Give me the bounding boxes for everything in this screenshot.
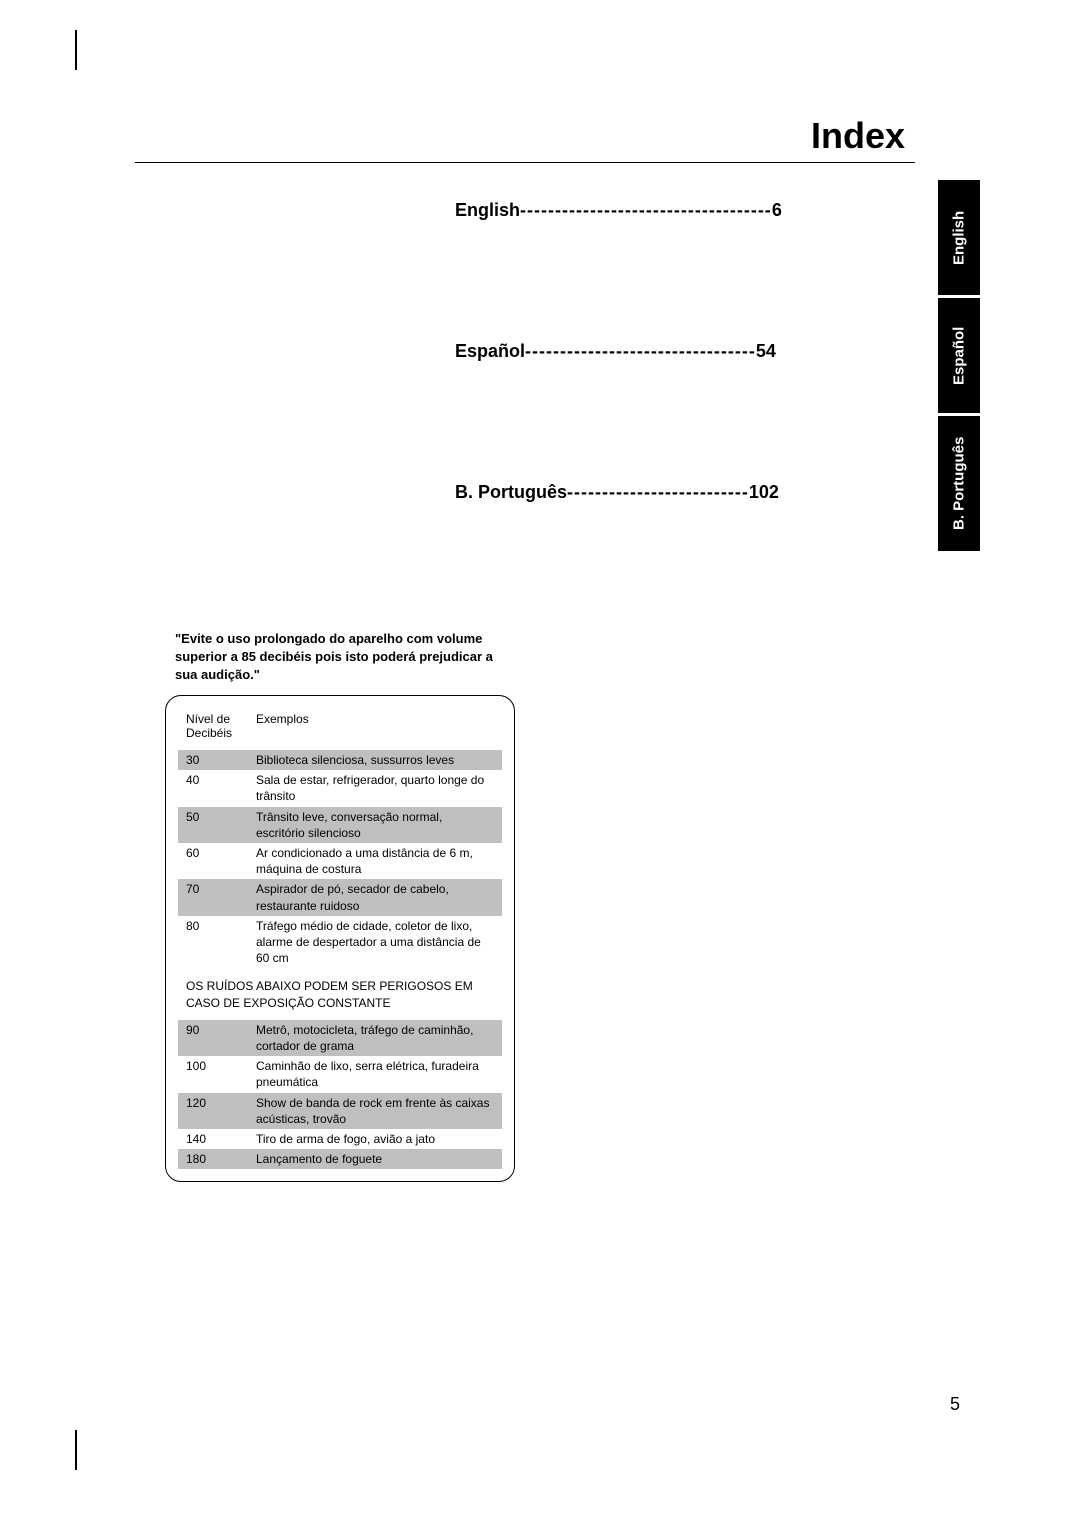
cell-db: 60: [186, 845, 256, 877]
cell-db: 120: [186, 1095, 256, 1127]
crop-mark: [75, 1430, 77, 1470]
cell-example: Lançamento de foguete: [256, 1151, 494, 1167]
cell-db: 40: [186, 772, 256, 804]
cell-example: Show de banda de rock em frente às caixa…: [256, 1095, 494, 1127]
crop-mark: [75, 30, 77, 70]
cell-example: Tiro de arma de fogo, avião a jato: [256, 1131, 494, 1147]
index-section: English --------------------------------…: [455, 200, 915, 623]
tab-portugues: B. Português: [938, 416, 980, 551]
cell-db: 180: [186, 1151, 256, 1167]
table-row: 40Sala de estar, refrigerador, quarto lo…: [178, 770, 502, 806]
cell-example: Ar condicionado a uma distância de 6 m, …: [256, 845, 494, 877]
cell-db: 90: [186, 1022, 256, 1054]
cell-db: 70: [186, 881, 256, 913]
divider-text: OS RUÍDOS ABAIXO PODEM SER PERIGOSOS EM …: [178, 968, 502, 1020]
cell-db: 140: [186, 1131, 256, 1147]
cell-example: Tráfego médio de cidade, coletor de lixo…: [256, 918, 494, 967]
index-entry-espanol: Español --------------------------------…: [455, 341, 915, 362]
tab-espanol: Español: [938, 298, 980, 413]
title-underline: [135, 162, 915, 163]
index-page-num: 6: [772, 200, 782, 221]
header-col-db: Nível de Decibéis: [186, 712, 256, 740]
decibel-table: Nível de Decibéis Exemplos 30Biblioteca …: [165, 695, 515, 1182]
cell-example: Aspirador de pó, secador de cabelo, rest…: [256, 881, 494, 913]
header-col-ex: Exemplos: [256, 712, 494, 740]
index-dashes: ------------------------------------: [520, 200, 772, 221]
cell-example: Sala de estar, refrigerador, quarto long…: [256, 772, 494, 804]
cell-db: 50: [186, 809, 256, 841]
index-entry-portugues: B. Português -------------------------- …: [455, 482, 915, 503]
table-rows-bottom: 90Metrô, motocicleta, tráfego de caminhã…: [178, 1020, 502, 1170]
table-rows-top: 30Biblioteca silenciosa, sussurros leves…: [178, 750, 502, 968]
table-row: 100Caminhão de lixo, serra elétrica, fur…: [178, 1056, 502, 1092]
index-label: English: [455, 200, 520, 221]
tab-english: English: [938, 180, 980, 295]
index-page-num: 102: [749, 482, 779, 503]
index-label: Español: [455, 341, 525, 362]
table-row: 140Tiro de arma de fogo, avião a jato: [178, 1129, 502, 1149]
page-container: Index English --------------------------…: [75, 30, 1005, 1470]
cell-db: 100: [186, 1058, 256, 1090]
side-tabs: English Español B. Português: [938, 180, 980, 554]
cell-db: 80: [186, 918, 256, 967]
table-row: 70Aspirador de pó, secador de cabelo, re…: [178, 879, 502, 915]
index-dashes: --------------------------: [567, 482, 749, 503]
table-row: 30Biblioteca silenciosa, sussurros leves: [178, 750, 502, 770]
table-row: 180Lançamento de foguete: [178, 1149, 502, 1169]
cell-db: 30: [186, 752, 256, 768]
table-row: 80Tráfego médio de cidade, coletor de li…: [178, 916, 502, 969]
table-row: 60Ar condicionado a uma distância de 6 m…: [178, 843, 502, 879]
table-row: 120Show de banda de rock em frente às ca…: [178, 1093, 502, 1129]
table-header: Nível de Decibéis Exemplos: [178, 708, 502, 744]
cell-example: Metrô, motocicleta, tráfego de caminhão,…: [256, 1022, 494, 1054]
index-dashes: ---------------------------------: [525, 341, 756, 362]
cell-example: Biblioteca silenciosa, sussurros leves: [256, 752, 494, 768]
index-label: B. Português: [455, 482, 567, 503]
table-row: 50Trânsito leve, conversação normal, esc…: [178, 807, 502, 843]
index-page-num: 54: [756, 341, 776, 362]
page-number: 5: [950, 1394, 960, 1415]
warning-text: "Evite o uso prolongado do aparelho com …: [175, 630, 495, 685]
page-title: Index: [811, 115, 905, 157]
cell-example: Trânsito leve, conversação normal, escri…: [256, 809, 494, 841]
index-entry-english: English --------------------------------…: [455, 200, 915, 221]
cell-example: Caminhão de lixo, serra elétrica, furade…: [256, 1058, 494, 1090]
table-row: 90Metrô, motocicleta, tráfego de caminhã…: [178, 1020, 502, 1056]
